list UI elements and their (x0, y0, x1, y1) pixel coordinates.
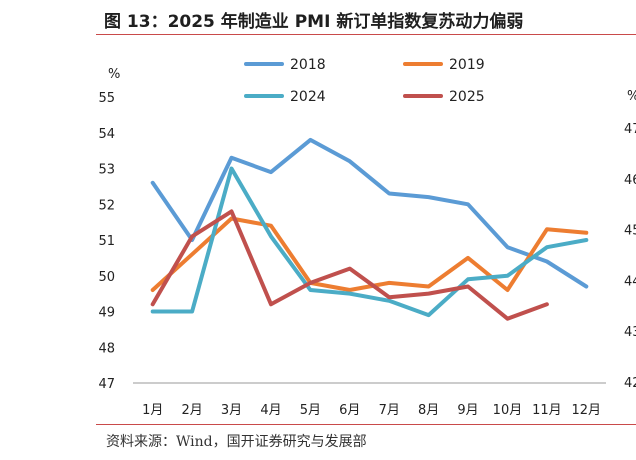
series-line-2024 (150, 166, 589, 318)
y-axis-labels: 47 48 49 50 51 52 53 54 55 (98, 91, 115, 392)
y-axis-unit: % (108, 67, 120, 82)
y-tick-label: 52 (98, 198, 115, 213)
right-y-tick-label: 42 (624, 376, 636, 391)
series-line-2019 (150, 216, 589, 292)
figure-source: 资料来源：Wind，国开证券研究与发展部 (106, 434, 367, 450)
series-lines (150, 137, 589, 321)
series-line-2018 (150, 137, 589, 289)
x-axis-labels: 1月 2月 3月 4月 5月 6月 7月 8月 9月 10月 11月 12月 (142, 403, 601, 418)
right-y-tick-label: 44 (624, 274, 636, 289)
x-tick-label: 11月 (532, 403, 562, 418)
x-tick-label: 8月 (418, 403, 439, 418)
legend-label-2018: 2018 (290, 57, 326, 73)
y-tick-label: 55 (98, 91, 115, 106)
right-y-tick-label: 43 (624, 325, 636, 340)
legend-label-2025: 2025 (449, 89, 485, 105)
x-tick-label: 1月 (142, 403, 163, 418)
right-panel-unit: % (627, 89, 636, 104)
title-divider (96, 34, 636, 35)
x-tick-label: 2月 (181, 403, 202, 418)
series-line-2025 (150, 209, 549, 321)
right-y-tick-label: 46 (624, 173, 636, 188)
x-tick-label: 4月 (260, 403, 281, 418)
y-tick-label: 54 (98, 127, 115, 142)
x-tick-label: 10月 (493, 403, 523, 418)
x-tick-label: 9月 (457, 403, 478, 418)
y-tick-label: 51 (98, 234, 115, 249)
y-tick-label: 53 (98, 163, 115, 178)
x-tick-label: 12月 (572, 403, 602, 418)
y-tick-label: 48 (98, 341, 115, 356)
x-tick-label: 3月 (221, 403, 242, 418)
y-tick-label: 50 (98, 270, 115, 285)
figure-title: 图 13：2025 年制造业 PMI 新订单指数复苏动力偏弱 (104, 12, 524, 32)
right-panel-y-axis-labels: 47 46 45 44 43 42 (624, 122, 636, 391)
x-tick-label: 5月 (300, 403, 321, 418)
x-tick-label: 7月 (379, 403, 400, 418)
right-y-tick-label: 47 (624, 122, 636, 137)
y-tick-label: 49 (98, 306, 115, 321)
legend-label-2019: 2019 (449, 57, 485, 73)
legend-label-2024: 2024 (290, 89, 326, 105)
x-tick-label: 6月 (339, 403, 360, 418)
source-divider (96, 424, 636, 425)
y-tick-label: 47 (98, 377, 115, 392)
right-y-tick-label: 45 (624, 224, 636, 239)
legend: 2018 2019 2024 2025 (244, 57, 485, 105)
